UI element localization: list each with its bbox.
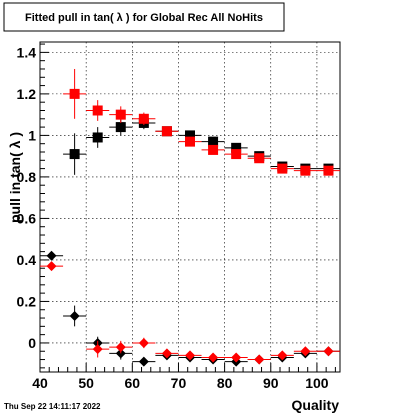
data-point: [208, 136, 219, 147]
data-point: [161, 348, 172, 359]
series-3: [40, 261, 340, 365]
data-point: [231, 352, 242, 363]
data-point: [208, 144, 219, 155]
tick-labels: 40 50 60 70 80 90 100 0 0.2 0.4 0.6 0.8 1 1.2 1.4: [17, 44, 329, 391]
data-point: [138, 337, 149, 348]
y-axis-title: pull in tan( λ ): [7, 132, 23, 223]
data-point: [138, 356, 149, 367]
data-point: [185, 350, 195, 361]
data-point: [254, 153, 265, 164]
data-point: [208, 352, 219, 363]
data-layer: [40, 68, 340, 367]
axis-ticks: [39, 43, 336, 372]
y-tick-label: 1.2: [17, 86, 37, 102]
data-point: [69, 310, 80, 321]
x-tick-label: 70: [171, 375, 187, 391]
series-0: [63, 116, 340, 175]
x-tick-label: 100: [305, 375, 329, 391]
data-point: [46, 250, 57, 261]
data-point: [69, 88, 80, 99]
data-point: [277, 350, 288, 361]
x-axis-title: Quality: [292, 397, 340, 413]
data-point: [323, 165, 334, 176]
data-point: [185, 130, 195, 141]
data-point: [277, 163, 288, 174]
data-point: [231, 149, 242, 160]
data-point: [115, 109, 126, 120]
data-point: [69, 149, 80, 160]
data-point: [115, 342, 126, 353]
data-point: [254, 354, 265, 365]
data-point: [300, 346, 311, 357]
y-tick-label: 0.8: [17, 169, 37, 185]
title-box: [3, 2, 285, 32]
y-tick-label: 0: [28, 335, 36, 351]
data-point: [161, 126, 172, 137]
series-1: [63, 68, 340, 176]
data-point: [231, 142, 242, 153]
data-point: [323, 346, 334, 357]
series-2: [40, 250, 340, 367]
x-tick-label: 80: [217, 375, 233, 391]
chart-title: Fitted pull in tan( λ ) for Global Rec A…: [25, 12, 263, 24]
y-tick-label: 1.4: [17, 44, 37, 60]
data-point: [115, 122, 126, 133]
data-point: [138, 113, 149, 124]
x-tick-label: 40: [32, 375, 48, 391]
y-tick-label: 0.4: [17, 252, 37, 268]
data-point: [92, 132, 103, 143]
data-point: [300, 165, 311, 176]
grid-layer: [40, 42, 340, 372]
x-tick-label: 50: [78, 375, 94, 391]
y-tick-label: 1: [28, 127, 36, 143]
y-tick-label: 0.6: [17, 210, 37, 226]
data-point: [92, 105, 103, 116]
data-point: [46, 261, 57, 272]
data-point: [185, 136, 195, 147]
plot-frame: [39, 41, 341, 373]
timestamp: Thu Sep 22 14:11:17 2022: [4, 402, 101, 411]
x-tick-label: 60: [125, 375, 141, 391]
data-point: [92, 344, 103, 355]
x-tick-label: 90: [263, 375, 279, 391]
y-tick-label: 0.2: [17, 293, 37, 309]
